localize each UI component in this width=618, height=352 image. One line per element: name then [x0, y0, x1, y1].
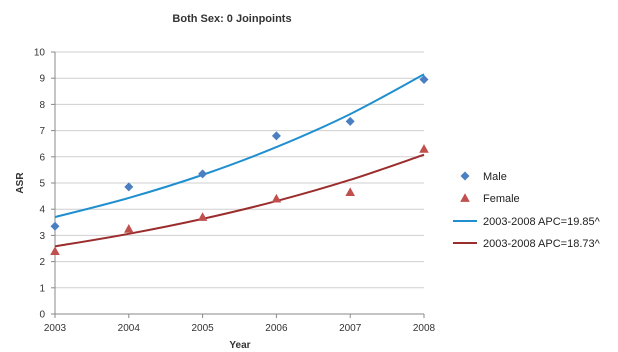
legend-marker-male [460, 171, 470, 181]
y-tick-label: 3 [39, 231, 45, 242]
legend: Male Female 2003-2008 APC=19.85^ 2003-2008 … [453, 171, 601, 250]
female-point [124, 224, 134, 233]
y-tick-label: 0 [39, 310, 45, 321]
y-tick-label: 4 [39, 205, 45, 216]
x-axis-title: Year [229, 340, 250, 351]
chart-title: Both Sex: 0 Joinpoints [172, 13, 291, 25]
y-tick-label: 1 [39, 283, 45, 294]
x-tick-label: 2005 [191, 323, 214, 334]
y-tick-label: 9 [39, 74, 45, 85]
female-point [419, 144, 429, 153]
female-point [271, 193, 282, 203]
male-point [198, 169, 208, 179]
trend-line-2 [54, 153, 425, 248]
legend-label: Male [483, 171, 507, 183]
y-tick-label: 10 [34, 48, 46, 59]
male-point [271, 131, 281, 141]
legend-label: Female [483, 193, 520, 205]
x-tick-label: 2006 [265, 323, 288, 334]
female-point [50, 246, 60, 255]
male-point [345, 116, 355, 126]
male-point [124, 182, 134, 192]
tick-labels: 0 1 2 3 4 5 6 7 8 9 10 2003 2004 2005 2006 2007 2008 [34, 48, 436, 335]
male-point [50, 221, 60, 231]
y-tick-label: 6 [39, 152, 45, 163]
y-tick-label: 5 [39, 179, 45, 190]
x-tick-label: 2007 [339, 323, 362, 334]
axes [51, 51, 425, 318]
female-point [345, 187, 355, 197]
trend-lines [54, 73, 425, 248]
y-tick-label: 8 [39, 100, 45, 111]
legend-label: 2003-2008 APC=18.73^ [483, 238, 601, 250]
y-axis-title: ASR [15, 172, 26, 194]
x-tick-label: 2004 [118, 323, 141, 334]
legend-marker-female [460, 193, 470, 202]
x-tick-label: 2008 [413, 323, 436, 334]
legend-label: 2003-2008 APC=19.85^ [483, 216, 601, 228]
gridlines [55, 51, 424, 289]
female-point [197, 212, 208, 221]
male-point [419, 75, 429, 85]
y-tick-label: 2 [39, 257, 45, 268]
trend-line-1 [54, 73, 425, 219]
x-tick-label: 2003 [44, 323, 67, 334]
y-tick-label: 7 [39, 126, 45, 137]
data-points [50, 75, 429, 255]
